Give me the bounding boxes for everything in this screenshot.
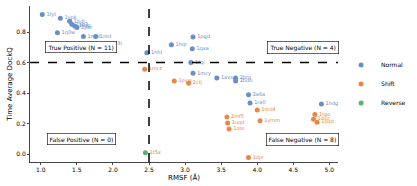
svg-text:1pyw: 1pyw [178,77,191,84]
svg-text:1dje: 1dje [253,154,264,161]
svg-text:RMSF (Å): RMSF (Å) [168,173,200,182]
svg-text:1sp3: 1sp3 [76,21,88,28]
svg-text:1.5: 1.5 [72,166,82,173]
svg-text:1mdt: 1mdt [88,33,101,39]
svg-text:False Negative (N = 8): False Negative (N = 8) [269,136,337,144]
svg-text:1pgd: 1pgd [197,33,210,40]
svg-text:1avs: 1avs [221,74,233,80]
svg-text:False Positive (N = 0): False Positive (N = 0) [50,136,114,143]
svg-text:1uqd: 1uqd [232,119,245,126]
svg-text:4.0: 4.0 [252,166,262,173]
svg-text:0.8: 0.8 [16,28,26,35]
svg-text:5.0: 5.0 [325,166,335,173]
svg-text:3.5: 3.5 [216,166,226,173]
svg-text:1ntd: 1ntd [100,33,111,39]
svg-text:0.2: 0.2 [16,120,26,127]
svg-text:1md4: 1md4 [261,106,275,112]
svg-text:1t5x: 1t5x [150,149,161,155]
svg-text:1dso: 1dso [318,115,330,121]
svg-text:1pqd: 1pqd [321,118,334,125]
svg-text:1q0w: 1q0w [62,29,76,36]
svg-text:2.5: 2.5 [144,166,154,173]
svg-text:1.0: 1.0 [36,166,46,173]
svg-text:1ra0: 1ra0 [254,99,265,105]
svg-text:2cfj: 2cfj [193,79,202,86]
svg-text:1hhl: 1hhl [151,49,162,55]
svg-text:2bro: 2bro [240,74,251,80]
svg-text:True Negative (N = 4): True Negative (N = 4) [270,44,336,52]
svg-text:1fqi: 1fqi [195,59,205,66]
svg-text:1mcy: 1mcy [197,70,211,77]
svg-text:4.5: 4.5 [289,166,299,173]
svg-text:2mf5: 2mf5 [231,113,244,119]
svg-text:3.0: 3.0 [180,166,190,173]
svg-text:Shift: Shift [381,80,395,87]
svg-text:1fyt: 1fyt [46,11,56,18]
svg-text:2bdb: 2bdb [240,77,253,83]
svg-text:0.0: 0.0 [16,150,26,157]
svg-text:1mcz: 1mcz [149,65,163,71]
svg-text:1qxa: 1qxa [196,45,208,52]
svg-text:1hdg: 1hdg [326,100,338,107]
svg-text:2.0: 2.0 [108,166,118,173]
svg-text:0.6: 0.6 [16,59,26,66]
svg-text:Reverse: Reverse [381,99,405,106]
svg-text:True Positive (N = 11): True Positive (N = 11) [48,44,114,51]
svg-text:2a6a: 2a6a [253,91,266,97]
svg-text:1hqr: 1hqr [176,41,189,48]
svg-text:0.4: 0.4 [16,89,26,96]
svg-text:1tgo: 1tgo [319,111,330,118]
svg-text:Time Average DockQ: Time Average DockQ [6,47,14,122]
svg-text:2pth: 2pth [81,24,92,31]
svg-text:1k3i: 1k3i [111,40,122,46]
svg-text:1tqg: 1tqg [79,22,91,29]
svg-text:1ote: 1ote [233,125,244,131]
svg-text:1bdj: 1bdj [74,18,85,25]
svg-text:1ypk: 1ypk [64,14,76,21]
svg-text:1ymm: 1ymm [264,117,280,124]
svg-text:Normal: Normal [381,61,403,68]
